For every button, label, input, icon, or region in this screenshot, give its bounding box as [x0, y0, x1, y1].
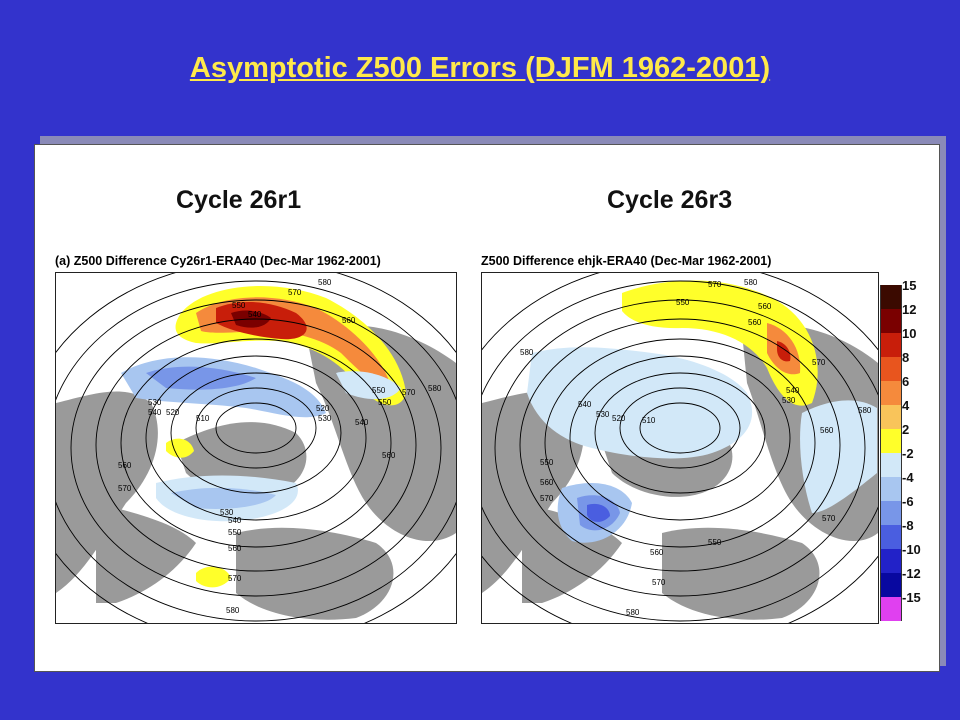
contour-label: 550 — [228, 528, 242, 537]
contour-label: 540 — [228, 516, 242, 525]
contour-label: 570 — [812, 358, 826, 367]
legend-swatch — [880, 309, 902, 333]
contour-label: 550 — [232, 301, 246, 310]
contour-label: 570 — [708, 280, 722, 289]
legend-label: 8 — [902, 350, 910, 365]
contour-label: 560 — [748, 318, 762, 327]
legend-swatch — [880, 333, 902, 357]
contour-label: 540 — [248, 310, 262, 319]
legend-swatch — [880, 405, 902, 429]
right-map-title: Z500 Difference ehjk-ERA40 (Dec-Mar 1962… — [481, 254, 772, 268]
contour-label: 530 — [782, 396, 796, 405]
contour-label: 510 — [196, 414, 210, 423]
right-cycle-heading: Cycle 26r3 — [607, 186, 733, 214]
contour-label: 520 — [316, 404, 330, 413]
legend-label: 15 — [902, 278, 917, 293]
contour-label: 560 — [540, 478, 554, 487]
legend-label: -2 — [902, 446, 914, 461]
contour-label: 580 — [744, 278, 758, 287]
left-map-canvas: 580 570 560 550 540 530 520 510 540 530 … — [56, 273, 456, 623]
contour-label: 520 — [612, 414, 626, 423]
contour-label: 550 — [540, 458, 554, 467]
contour-label: 570 — [822, 514, 836, 523]
legend-label: -15 — [902, 590, 921, 605]
contour-label: 530 — [318, 414, 332, 423]
contour-label: 570 — [652, 578, 666, 587]
contour-label: 560 — [118, 461, 132, 470]
legend-swatch — [880, 429, 902, 453]
legend-swatch — [880, 573, 902, 597]
legend-label: -12 — [902, 566, 921, 581]
contour-label: 570 — [228, 574, 242, 583]
contour-label: 560 — [228, 544, 242, 553]
contour-label: 580 — [520, 348, 534, 357]
right-map-canvas: 580 570 560 550 540 530 520 510 580 570 … — [482, 273, 878, 623]
contour-label: 540 — [786, 386, 800, 395]
legend-swatch — [880, 357, 902, 381]
legend-label: 12 — [902, 302, 917, 317]
left-map: 580 570 560 550 540 530 520 510 540 530 … — [55, 272, 457, 624]
legend-swatch — [880, 525, 902, 549]
legend-label: -6 — [902, 494, 914, 509]
right-map: 580 570 560 550 540 530 520 510 580 570 … — [481, 272, 879, 624]
contour-label: 560 — [650, 548, 664, 557]
legend-label: 6 — [902, 374, 910, 389]
legend-swatch — [880, 597, 902, 621]
left-cycle-heading: Cycle 26r1 — [176, 186, 302, 214]
legend-swatch — [880, 477, 902, 501]
legend-swatch — [880, 381, 902, 405]
contour-label: 560 — [382, 451, 396, 460]
contour-label: 550 — [378, 398, 392, 407]
left-map-title: (a) Z500 Difference Cy26r1-ERA40 (Dec-Ma… — [55, 254, 381, 268]
contour-label: 580 — [226, 606, 240, 615]
contour-label: 540 — [355, 418, 369, 427]
contour-label: 530 — [596, 410, 610, 419]
legend-swatch — [880, 549, 902, 573]
contour-label: 580 — [626, 608, 640, 617]
contour-label: 570 — [288, 288, 302, 297]
legend-label: 4 — [902, 398, 910, 413]
legend-label: -10 — [902, 542, 921, 557]
legend-label: 2 — [902, 422, 910, 437]
contour-label: 570 — [402, 388, 416, 397]
legend-swatch — [880, 501, 902, 525]
contour-label: 580 — [318, 278, 332, 287]
contour-label: 580 — [428, 384, 442, 393]
contour-label: 540 — [578, 400, 592, 409]
contour-label: 550 — [372, 386, 386, 395]
slide-title: Asymptotic Z500 Errors (DJFM 1962-2001) — [189, 52, 771, 84]
legend-label: -8 — [902, 518, 914, 533]
legend-label: 10 — [902, 326, 917, 341]
contour-label: 550 — [676, 298, 690, 307]
legend-label: -4 — [902, 470, 914, 485]
contour-label: 520 — [166, 408, 180, 417]
contour-label: 530 — [148, 398, 162, 407]
contour-label: 530 — [220, 508, 234, 517]
contour-label: 560 — [758, 302, 772, 311]
legend-swatch — [880, 285, 902, 309]
contour-label: 560 — [342, 316, 356, 325]
legend-swatch — [880, 453, 902, 477]
contour-label: 550 — [708, 538, 722, 547]
contour-label: 570 — [540, 494, 554, 503]
contour-label: 540 — [148, 408, 162, 417]
contour-label: 570 — [118, 484, 132, 493]
contour-label: 560 — [820, 426, 834, 435]
contour-label: 580 — [858, 406, 872, 415]
contour-label: 510 — [642, 416, 656, 425]
